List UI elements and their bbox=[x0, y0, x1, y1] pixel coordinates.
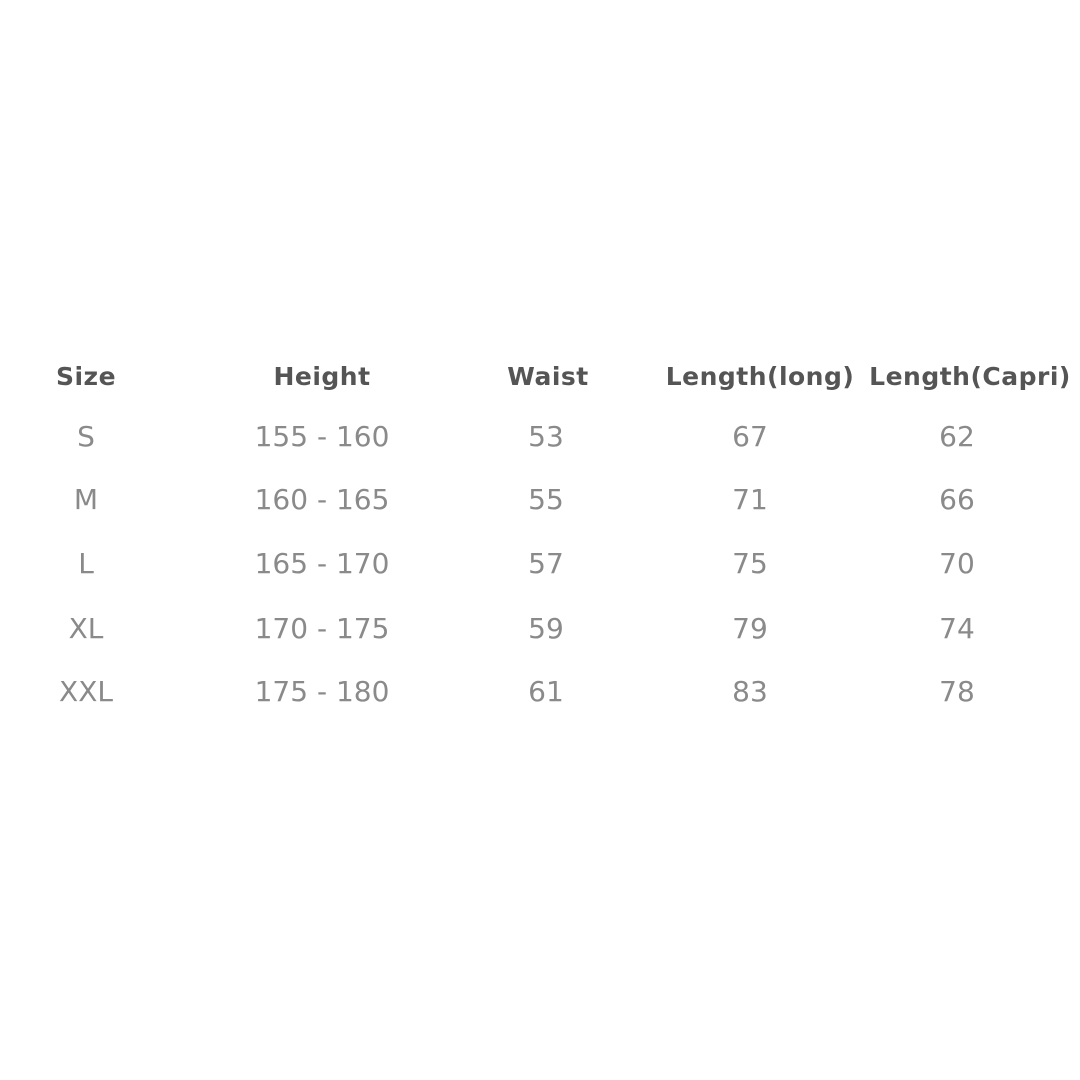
cell-size: L bbox=[78, 547, 94, 580]
cell-length-capri: 62 bbox=[939, 420, 975, 453]
cell-height: 170 - 175 bbox=[254, 612, 390, 645]
cell-waist: 59 bbox=[528, 612, 564, 645]
cell-waist: 61 bbox=[528, 675, 564, 708]
cell-height: 155 - 160 bbox=[254, 420, 390, 453]
table-row: M 160 - 165 55 71 66 bbox=[0, 480, 1080, 520]
cell-waist: 55 bbox=[528, 483, 564, 516]
cell-length-capri: 70 bbox=[939, 547, 975, 580]
cell-length-long: 67 bbox=[732, 420, 768, 453]
cell-height: 175 - 180 bbox=[254, 675, 390, 708]
table-row: S 155 - 160 53 67 62 bbox=[0, 417, 1080, 457]
cell-waist: 57 bbox=[528, 547, 564, 580]
cell-height: 160 - 165 bbox=[254, 483, 390, 516]
cell-length-capri: 78 bbox=[939, 675, 975, 708]
table-header-row: Size Height Waist Length(long) Length(Ca… bbox=[0, 357, 1080, 397]
header-length-long: Length(long) bbox=[665, 362, 855, 391]
cell-waist: 53 bbox=[528, 420, 564, 453]
header-waist: Waist bbox=[507, 362, 589, 391]
cell-size: M bbox=[73, 483, 99, 516]
table-row: XXL 175 - 180 61 83 78 bbox=[0, 672, 1080, 712]
cell-length-long: 83 bbox=[732, 675, 768, 708]
table-row: XL 170 - 175 59 79 74 bbox=[0, 609, 1080, 649]
cell-length-capri: 66 bbox=[939, 483, 975, 516]
cell-length-capri: 74 bbox=[939, 612, 975, 645]
header-size: Size bbox=[55, 362, 117, 391]
cell-size: XXL bbox=[59, 675, 113, 708]
cell-height: 165 - 170 bbox=[254, 547, 390, 580]
table-row: L 165 - 170 57 75 70 bbox=[0, 544, 1080, 584]
cell-length-long: 79 bbox=[732, 612, 768, 645]
header-height: Height bbox=[273, 362, 371, 391]
cell-length-long: 71 bbox=[732, 483, 768, 516]
cell-length-long: 75 bbox=[732, 547, 768, 580]
cell-size: XL bbox=[68, 612, 104, 645]
header-length-capri: Length(Capri) bbox=[869, 362, 1071, 391]
cell-size: S bbox=[77, 420, 95, 453]
